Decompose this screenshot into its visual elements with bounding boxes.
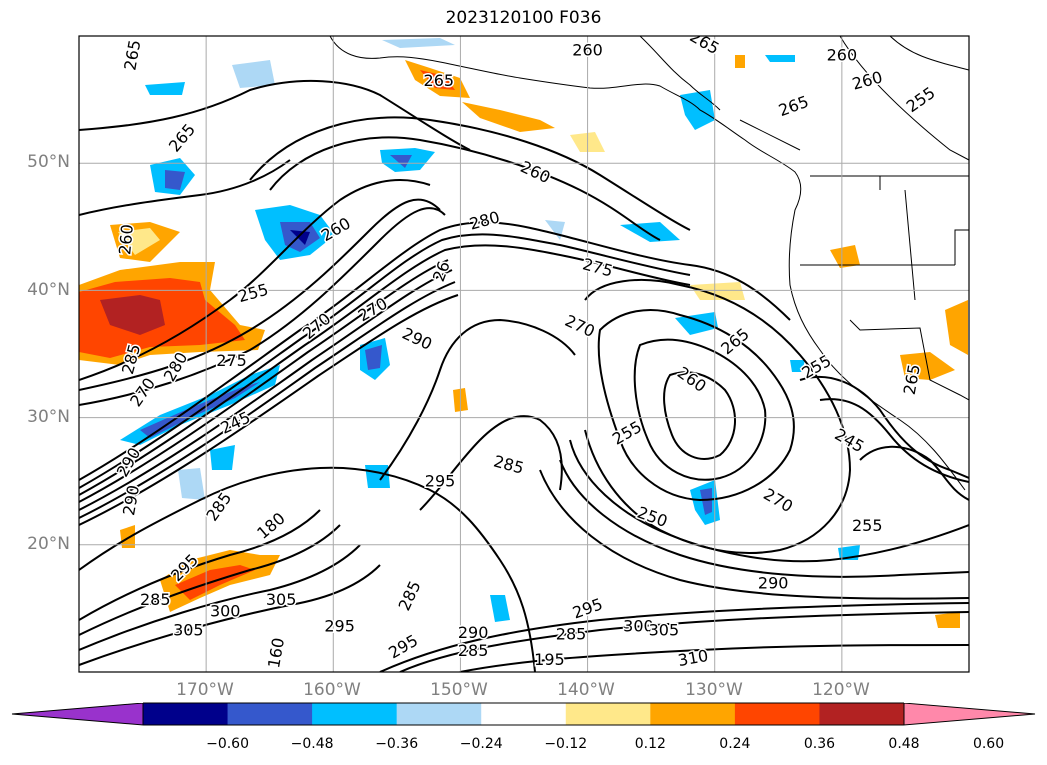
contour-label: 285 <box>492 452 526 478</box>
contour-label: 280 <box>160 349 192 385</box>
contour-label: 265 <box>424 71 455 90</box>
lat-label-40n: 40°N <box>27 280 70 300</box>
contour-label: 285 <box>395 578 425 614</box>
colorbar-tick-label: −0.36 <box>375 736 419 752</box>
colorbar-swatch <box>819 703 905 725</box>
contour-label: 290 <box>113 444 145 480</box>
lat-label-50n: 50°N <box>27 152 70 172</box>
colorbar-tick-label: 0.48 <box>888 736 920 752</box>
colorbar-tick-label: −0.12 <box>544 736 588 752</box>
lon-label-150w: 150°W <box>430 680 488 700</box>
contour-label: 265 <box>717 324 753 358</box>
contour-label: 300 <box>623 617 654 636</box>
contour-label: 270 <box>126 374 159 410</box>
contour-label: 270 <box>562 311 598 341</box>
contour-label: 295 <box>425 472 456 491</box>
colorbar-swatch <box>734 703 820 725</box>
colorbar-tick-label: −0.48 <box>290 736 334 752</box>
contour-label: 290 <box>458 623 489 642</box>
colorbar-tick-label: 0.24 <box>719 736 751 752</box>
lon-label-140w: 140°W <box>557 680 615 700</box>
contour-lines <box>79 79 969 672</box>
contour-label: 280 <box>467 207 501 233</box>
contour-label: 195 <box>534 650 565 669</box>
contour-label: 305 <box>266 590 297 609</box>
contour-label: 270 <box>760 484 796 516</box>
colorbar-swatch <box>312 703 398 725</box>
graticule <box>79 36 969 672</box>
map-frame <box>78 35 970 673</box>
contour-label: 275 <box>216 351 247 370</box>
lon-label-170w: 170°W <box>176 680 234 700</box>
colorbar-swatch <box>481 703 567 725</box>
contour-label: 265 <box>165 120 199 156</box>
colorbar-swatch <box>396 703 482 725</box>
contour-label: 295 <box>570 594 605 622</box>
contour-label: 300 <box>210 601 241 620</box>
coastlines <box>329 36 969 491</box>
contour-label: 250 <box>635 503 670 531</box>
plot-title: 2023120100 F036 <box>445 8 602 28</box>
contour-label: 260 <box>572 40 603 59</box>
contour-label: 255 <box>903 83 939 116</box>
contour-label: 265 <box>687 26 723 58</box>
contour-label: 255 <box>236 280 270 306</box>
contour-label: 285 <box>556 624 587 643</box>
contour-label: 265 <box>120 38 144 71</box>
contour-label: 290 <box>119 484 143 517</box>
shaded-fields <box>79 38 968 628</box>
contour-label: 160 <box>264 636 288 669</box>
lat-label-30n: 30°N <box>27 407 70 427</box>
contour-label: 260 <box>850 67 884 93</box>
colorbar-swatch <box>650 703 736 725</box>
contour-label: 290 <box>399 324 435 354</box>
contour-label: 260 <box>518 157 554 187</box>
colorbar-swatch <box>565 703 651 725</box>
contour-label: 265 <box>776 92 811 120</box>
contour-label: 295 <box>324 617 355 636</box>
contour-label: 285 <box>140 590 171 609</box>
colorbar-swatch <box>904 703 1035 725</box>
colorbar-swatch <box>12 703 143 725</box>
colorbar-tick-label: 0.36 <box>803 736 836 752</box>
contour-label: 285 <box>202 489 235 525</box>
colorbar-swatch <box>227 703 313 725</box>
colorbar-tick-label: −0.60 <box>206 736 249 752</box>
lon-label-130w: 130°W <box>685 680 743 700</box>
lon-label-120w: 120°W <box>812 680 870 700</box>
contour-label: 310 <box>676 646 709 670</box>
contour-label: 255 <box>852 516 883 535</box>
colorbar-tick-label: 0.12 <box>634 736 666 752</box>
contour-label: 285 <box>458 641 489 660</box>
contour-label: 305 <box>649 621 680 640</box>
colorbar-swatch <box>143 703 229 725</box>
contour-label: 260 <box>674 363 710 396</box>
colorbar-tick-label: 0.60 <box>972 736 1005 752</box>
contour-label: 260 <box>827 46 858 65</box>
contour-label: 260 <box>115 223 137 255</box>
lon-label-160w: 160°W <box>303 680 361 700</box>
colorbar-tick-label: −0.24 <box>459 736 503 752</box>
contour-label: 290 <box>758 573 789 592</box>
contour-label: 265 <box>900 363 924 396</box>
contour-label: 275 <box>581 254 615 280</box>
contour-label: 305 <box>173 621 204 640</box>
contour-label: 180 <box>253 509 289 543</box>
lat-label-20n: 20°N <box>27 534 70 554</box>
